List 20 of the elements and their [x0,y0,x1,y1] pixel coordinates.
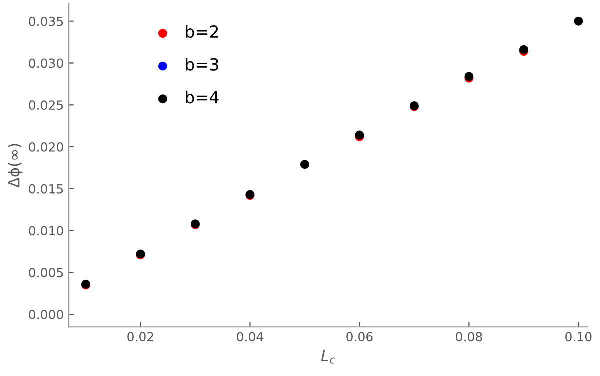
legend-label: b=4 [186,90,219,104]
x-tick-label: 0.08 [456,332,482,342]
x-tick-label: 0.04 [237,332,264,342]
legend-label: b=2 [186,25,218,38]
x-tick-label: 0.02 [128,332,154,342]
y-tick-label: 0.010 [29,226,64,236]
y-tick-label: 0.000 [29,310,64,320]
y-tick-label: 0.030 [29,58,64,68]
y-tick-label: 0.005 [29,268,64,278]
x-tick-label: 0.06 [346,332,373,342]
point [300,160,310,170]
y-tick-label: 0.035 [29,16,64,26]
y-tick-label: 0.015 [29,184,64,194]
y-tick-label: 0.020 [29,142,64,152]
y-tick-label: 0.025 [29,100,64,110]
legend-label: b=3 [186,58,218,71]
y-axis-title: Δϕ(∞) [8,144,23,188]
x-tick-label: 0.10 [566,332,592,342]
x-axis-title: L$_{c}$ [321,350,336,364]
point [574,16,584,26]
